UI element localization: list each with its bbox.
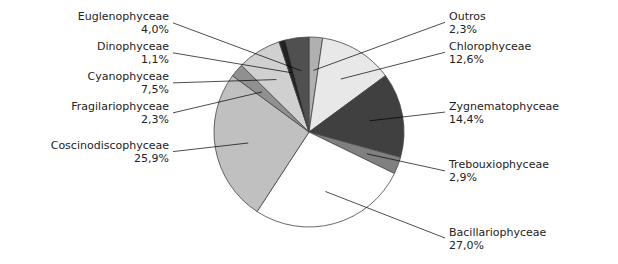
value-label: 1,1% [141, 53, 169, 66]
category-label: Outros [449, 9, 486, 22]
leader-line [173, 53, 292, 73]
leader-line [313, 22, 445, 70]
leader-lines [173, 22, 445, 238]
category-label: Euglenophyceae [78, 10, 169, 23]
slice-label: Cyanophyceae7,5% [88, 70, 170, 96]
chart: Outros2,3%Chlorophyceae12,6%Zygnematophy… [0, 0, 618, 264]
value-label: 14,4% [449, 112, 484, 125]
slice-label: Fragilariophyceae2,3% [71, 100, 169, 126]
leader-line [173, 80, 276, 83]
slice-label: Euglenophyceae4,0% [78, 10, 169, 36]
leader-line [173, 92, 262, 113]
value-label: 2,9% [449, 171, 477, 184]
slices [214, 37, 404, 227]
leader-line [370, 112, 445, 121]
category-label: Trebouxiophyceae [448, 158, 549, 171]
category-label: Cyanophyceae [88, 70, 170, 83]
slice-label: Zygnematophyceae14,4% [449, 99, 559, 125]
slice-label: Dinophyceae1,1% [97, 40, 169, 66]
value-label: 12,6% [449, 52, 484, 65]
category-label: Fragilariophyceae [71, 100, 169, 113]
category-label: Coscinodiscophyceae [51, 139, 170, 152]
category-label: Dinophyceae [97, 40, 169, 53]
category-label: Bacillariophyceae [449, 225, 547, 238]
leader-line [367, 154, 445, 171]
slice-label: Bacillariophyceae27,0% [449, 225, 547, 251]
leader-line [173, 143, 248, 152]
slice-label: Outros2,3% [449, 9, 486, 35]
value-label: 2,3% [449, 22, 477, 35]
slice-label: Trebouxiophyceae2,9% [448, 158, 549, 184]
value-label: 7,5% [141, 83, 169, 96]
slice-label: Chlorophyceae12,6% [449, 39, 531, 65]
value-label: 4,0% [141, 23, 169, 36]
leader-line [325, 192, 445, 238]
leader-line [173, 23, 301, 71]
value-label: 25,9% [134, 152, 169, 165]
labels: Outros2,3%Chlorophyceae12,6%Zygnematophy… [51, 9, 560, 251]
slice-label: Coscinodiscophyceae25,9% [51, 139, 170, 165]
value-label: 27,0% [449, 238, 484, 251]
slice [285, 37, 309, 132]
category-label: Chlorophyceae [449, 39, 531, 52]
leader-line [341, 52, 445, 79]
category-label: Zygnematophyceae [449, 99, 559, 112]
value-label: 2,3% [141, 113, 169, 126]
